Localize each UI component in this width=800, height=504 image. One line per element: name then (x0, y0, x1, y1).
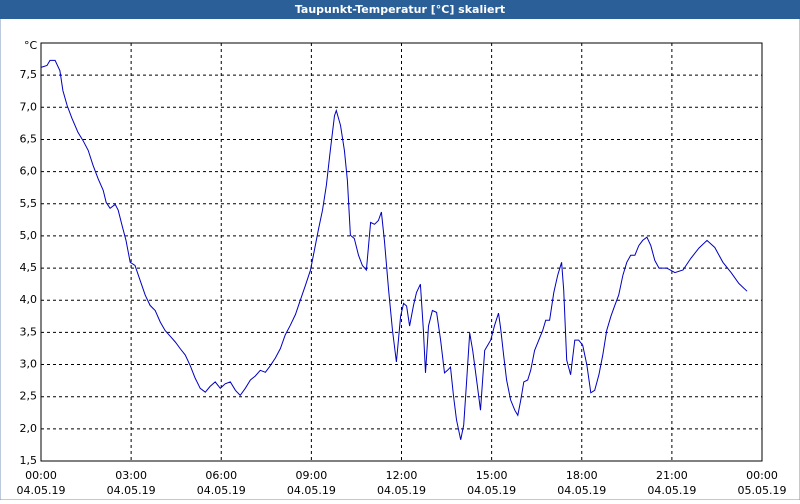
title-bar (0, 0, 800, 19)
x-tick-date: 04.05.19 (107, 484, 156, 497)
y-tick-label: 4,0 (20, 293, 38, 306)
y-tick-label: 3,5 (20, 325, 38, 338)
y-tick-label: 6,0 (20, 165, 38, 178)
x-tick-label: 00:00 (746, 469, 778, 482)
y-tick-label: 2,0 (20, 422, 38, 435)
x-tick-date: 04.05.19 (377, 484, 426, 497)
y-tick-label: 5,0 (20, 229, 38, 242)
y-unit: °C (24, 39, 38, 52)
x-tick-date: 04.05.19 (17, 484, 66, 497)
x-tick-date: 04.05.19 (557, 484, 606, 497)
x-tick-date: 05.05.19 (738, 484, 787, 497)
x-tick-date: 04.05.19 (197, 484, 246, 497)
x-tick-label: 18:00 (566, 469, 598, 482)
x-tick-label: 00:00 (25, 469, 57, 482)
plot-border (40, 42, 763, 462)
x-tick-date: 04.05.19 (647, 484, 696, 497)
x-tick-label: 06:00 (205, 469, 237, 482)
x-tick-label: 03:00 (115, 469, 147, 482)
y-tick-label: 3,0 (20, 358, 38, 371)
y-tick-label: 7,5 (20, 68, 38, 81)
y-tick-label: 2,5 (20, 390, 38, 403)
chart-title: Taupunkt-Temperatur [°C] skaliert (295, 3, 505, 16)
y-tick-label: 1,5 (20, 454, 38, 467)
x-tick-label: 09:00 (296, 469, 328, 482)
x-tick-date: 04.05.19 (467, 484, 516, 497)
x-tick-label: 21:00 (656, 469, 688, 482)
y-tick-label: 7,0 (20, 100, 38, 113)
x-tick-label: 15:00 (476, 469, 508, 482)
x-tick-date: 04.05.19 (287, 484, 336, 497)
x-tick-label: 12:00 (386, 469, 418, 482)
y-tick-label: 4,5 (20, 261, 38, 274)
y-tick-label: 5,5 (20, 197, 38, 210)
y-tick-label: 6,5 (20, 132, 38, 145)
data-line (40, 59, 748, 440)
